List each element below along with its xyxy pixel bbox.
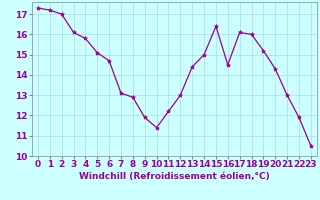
X-axis label: Windchill (Refroidissement éolien,°C): Windchill (Refroidissement éolien,°C) — [79, 172, 270, 181]
